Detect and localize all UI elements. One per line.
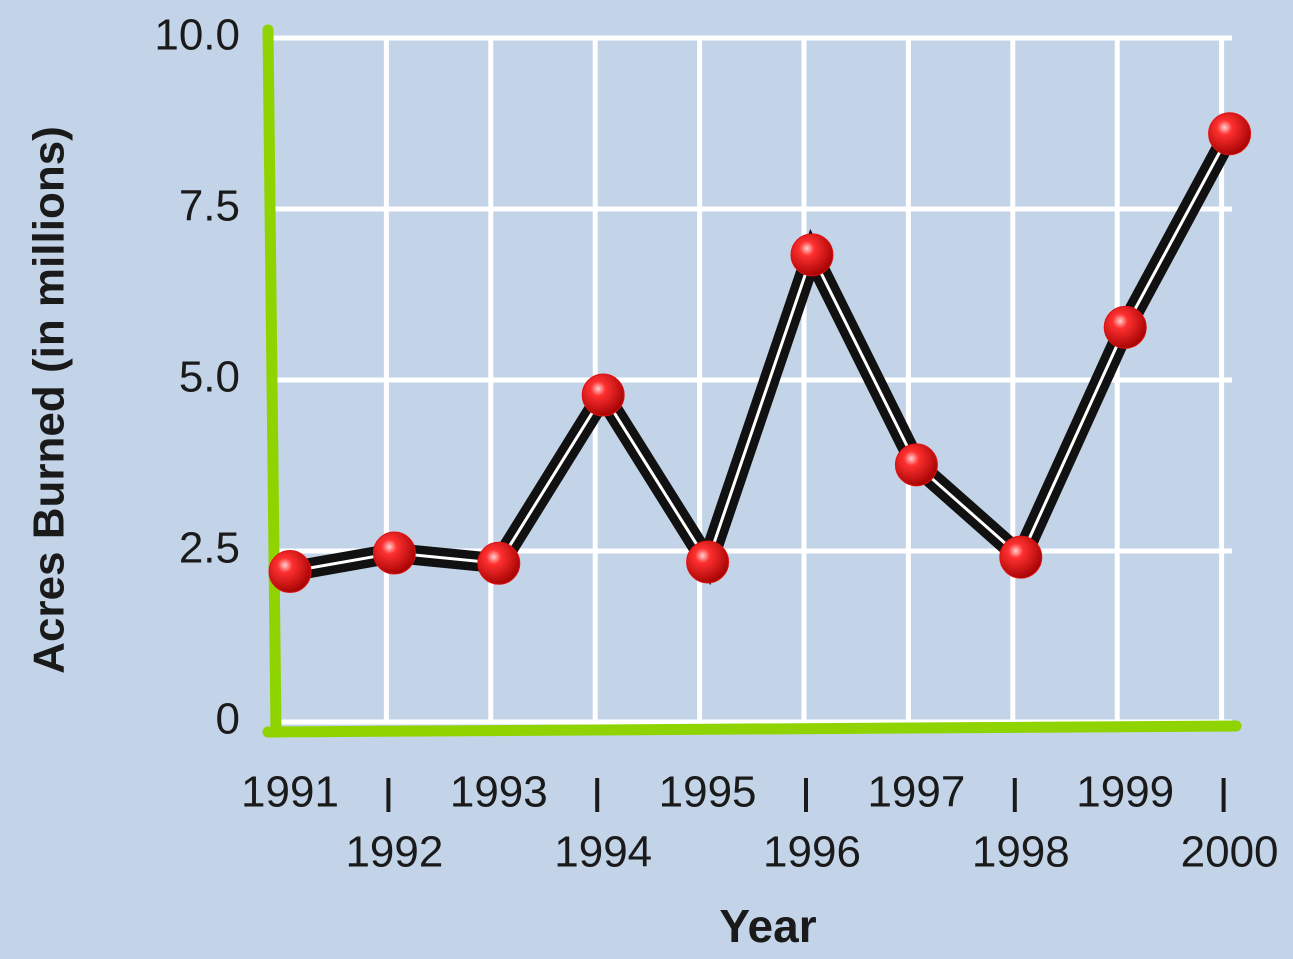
x-axis bbox=[262, 720, 1242, 738]
x-tick-label: 1993 bbox=[450, 768, 548, 817]
plot bbox=[268, 112, 1252, 594]
y-axis-label: Acres Burned (in millions) bbox=[25, 126, 74, 674]
x-tick-label: 1995 bbox=[659, 768, 757, 817]
x-tick-label: 1996 bbox=[763, 828, 861, 877]
data-point bbox=[686, 540, 730, 584]
data-point bbox=[1103, 305, 1147, 349]
x-tick-label: 1994 bbox=[554, 828, 652, 877]
y-tick-label: 5.0 bbox=[179, 353, 240, 402]
x-tick-label: 1991 bbox=[241, 768, 339, 817]
y-axis bbox=[262, 24, 282, 738]
x-tick-label: 1997 bbox=[867, 768, 965, 817]
data-point bbox=[790, 233, 834, 277]
x-tick-label: 1992 bbox=[345, 828, 443, 877]
y-tick-label: 10.0 bbox=[154, 11, 240, 60]
x-tick-label: 1998 bbox=[972, 828, 1070, 877]
data-point bbox=[581, 373, 625, 417]
y-tick-label: 0 bbox=[216, 695, 240, 744]
x-tick-label: 1999 bbox=[1076, 768, 1174, 817]
data-point bbox=[894, 443, 938, 487]
data-point bbox=[268, 550, 312, 594]
data-point bbox=[477, 541, 521, 585]
series-line-highlight bbox=[289, 133, 1231, 573]
x-axis-label: Year bbox=[719, 900, 816, 952]
y-tick-label: 7.5 bbox=[179, 182, 240, 231]
axes bbox=[262, 24, 1242, 738]
data-point bbox=[1208, 112, 1252, 156]
data-point bbox=[999, 535, 1043, 579]
grid bbox=[272, 35, 1232, 725]
y-tick-label: 2.5 bbox=[179, 524, 240, 573]
labels: 02.55.07.510.019911992199319941995199619… bbox=[154, 11, 1278, 877]
data-point bbox=[372, 531, 416, 575]
x-tick-label: 2000 bbox=[1181, 828, 1279, 877]
